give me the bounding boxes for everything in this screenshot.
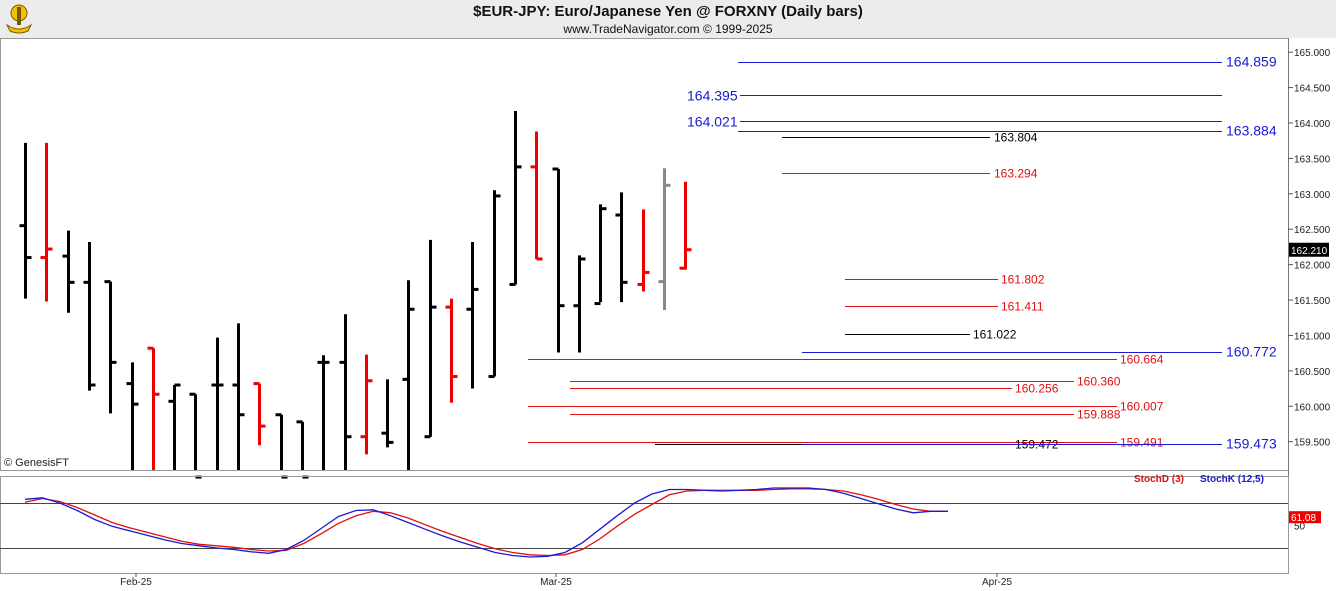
ohlc-bar	[211, 337, 224, 470]
stoch-panel-border	[0, 476, 1289, 574]
level-label-160.664: 160.664	[1120, 353, 1164, 367]
y-tick-label: 164.500	[1294, 84, 1331, 95]
last-price-label: 162.210	[1291, 246, 1328, 257]
ohlc-bar	[488, 190, 501, 379]
y-tick-label: 165.000	[1294, 48, 1331, 59]
level-label-159.491: 159.491	[1120, 436, 1164, 450]
ohlc-bar	[509, 110, 522, 286]
y-tick-label: 162.000	[1294, 261, 1331, 272]
ohlc-bar	[168, 383, 181, 470]
ohlc-bar	[679, 181, 692, 270]
ohlc-bar	[424, 239, 437, 439]
ohlc-bar	[530, 131, 543, 261]
level-label-161.411: 161.411	[1001, 300, 1044, 314]
ohlc-bar	[296, 420, 309, 479]
ohlc-bar	[658, 168, 671, 310]
ohlc-bar	[232, 323, 245, 470]
level-label-161.022: 161.022	[973, 328, 1017, 342]
level-label-160.772: 160.772	[1226, 344, 1277, 360]
ohlc-bar	[19, 142, 32, 299]
y-tick-label: 162.500	[1294, 225, 1331, 236]
x-tick-label: Feb-25	[120, 577, 152, 588]
stoch-legend-k: StochK (12,5)	[1200, 474, 1264, 485]
stoch-last-tag	[1289, 511, 1321, 524]
ohlc-bar	[381, 379, 394, 448]
y-tick-label: 160.000	[1294, 402, 1331, 413]
y-tick-label: 160.500	[1294, 367, 1331, 378]
y-tick-label: 164.000	[1294, 119, 1331, 130]
y-tick-label: 161.000	[1294, 331, 1331, 342]
level-label-164.021: 164.021	[687, 114, 738, 130]
ohlc-bar	[637, 209, 650, 292]
level-label-159.888: 159.888	[1077, 408, 1121, 422]
ohlc-bar	[339, 314, 352, 470]
stoch-line-d	[24, 488, 948, 557]
level-label-163.294: 163.294	[994, 167, 1038, 181]
ohlc-bar	[402, 280, 415, 470]
stoch-last-label: 61.08	[1291, 513, 1316, 524]
level-label-160.360: 160.360	[1077, 375, 1121, 389]
chart-subtitle: www.TradeNavigator.com © 1999-2025	[563, 22, 773, 36]
level-label-163.884: 163.884	[1226, 123, 1277, 139]
ohlc-bar	[466, 241, 479, 389]
level-label-160.007: 160.007	[1120, 400, 1164, 414]
stoch-y-tick-label: 50	[1294, 522, 1306, 533]
chart-title: $EUR-JPY: Euro/Japanese Yen @ FORXNY (Da…	[473, 3, 863, 20]
y-tick-label: 163.000	[1294, 190, 1331, 201]
level-label-164.859: 164.859	[1226, 54, 1277, 70]
ohlc-bar	[615, 192, 628, 303]
chart-header: $EUR-JPY: Euro/Japanese Yen @ FORXNY (Da…	[0, 0, 1336, 38]
level-label-161.802: 161.802	[1001, 273, 1045, 287]
data-provider-credit: © GenesisFT	[4, 457, 69, 469]
ohlc-bar	[594, 204, 607, 306]
ohlc-bar	[147, 346, 160, 470]
y-tick-label: 159.500	[1294, 438, 1331, 449]
level-label-160.256: 160.256	[1015, 382, 1059, 396]
ohlc-bar	[40, 142, 53, 302]
level-label-163.804: 163.804	[994, 131, 1038, 145]
y-tick-label: 163.500	[1294, 154, 1331, 165]
y-tick-label: 161.500	[1294, 296, 1331, 307]
x-tick-label: Mar-25	[540, 577, 572, 588]
ohlc-bar	[104, 280, 117, 414]
ohlc-bar	[317, 355, 330, 470]
ohlc-bar	[253, 382, 266, 446]
ohlc-bar	[83, 241, 96, 391]
ohlc-bar	[189, 392, 202, 479]
level-label-164.395: 164.395	[687, 88, 738, 104]
level-label-159.473: 159.473	[1226, 436, 1277, 452]
ohlc-bar	[62, 230, 75, 313]
stoch-legend-d: StochD (3)	[1134, 474, 1184, 485]
stoch-line-k	[24, 487, 948, 558]
ohlc-bar	[126, 362, 139, 470]
last-price-tag	[1289, 242, 1329, 257]
x-tick-label: Apr-25	[982, 577, 1012, 588]
ohlc-bar	[360, 354, 373, 455]
ohlc-bar	[552, 167, 565, 353]
ohlc-bar	[445, 298, 458, 403]
ohlc-bar	[573, 255, 586, 353]
trade-navigator-logo-icon	[5, 4, 33, 34]
ohlc-bar	[275, 413, 288, 479]
